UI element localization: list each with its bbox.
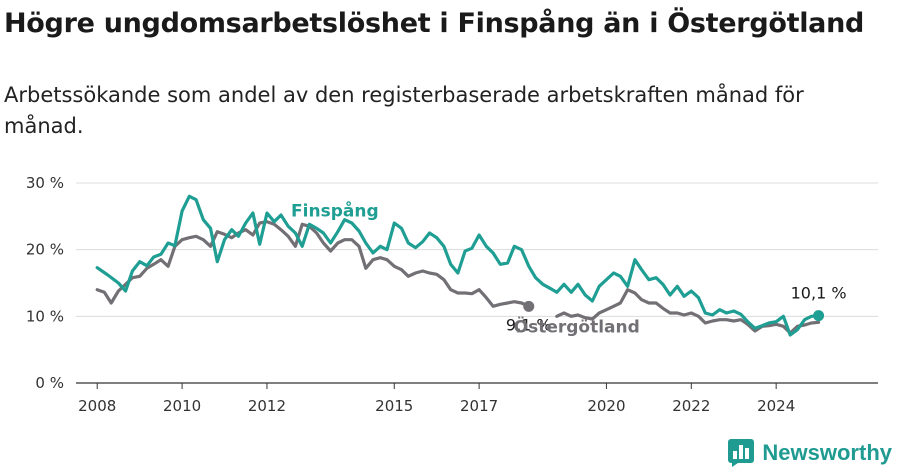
x-tick-label: 2010 xyxy=(163,397,201,415)
y-tick-label: 30 % xyxy=(26,174,64,192)
end-value-label: 9,1 % xyxy=(506,315,552,334)
series-end-point xyxy=(523,300,535,312)
y-tick-label: 10 % xyxy=(26,307,64,325)
x-tick-label: 2020 xyxy=(587,397,625,415)
y-tick-label: 20 % xyxy=(26,241,64,259)
x-tick-label: 2015 xyxy=(375,397,413,415)
series-line xyxy=(95,194,821,337)
series-annotation: Östergötland xyxy=(514,315,640,337)
series-line xyxy=(555,288,821,335)
series-line xyxy=(95,220,531,308)
x-tick-label: 2022 xyxy=(672,397,710,415)
x-tick-label: 2012 xyxy=(248,397,286,415)
x-tick-label: 2024 xyxy=(757,397,795,415)
end-value-label: 10,1 % xyxy=(791,284,847,303)
page-title: Högre ungdomsarbetslöshet i Finspång än … xyxy=(4,8,865,39)
x-tick-label: 2008 xyxy=(78,397,116,415)
series-end-point xyxy=(813,310,825,322)
brand-logo: Newsworthy xyxy=(728,439,892,467)
series-annotation: Finspång xyxy=(291,199,379,221)
x-tick-label: 2017 xyxy=(460,397,498,415)
page-subtitle: Arbetssökande som andel av den registerb… xyxy=(4,83,804,138)
y-tick-label: 0 % xyxy=(35,374,64,392)
bar-chart-logo-icon xyxy=(728,439,755,467)
brand-name: Newsworthy xyxy=(762,440,892,465)
